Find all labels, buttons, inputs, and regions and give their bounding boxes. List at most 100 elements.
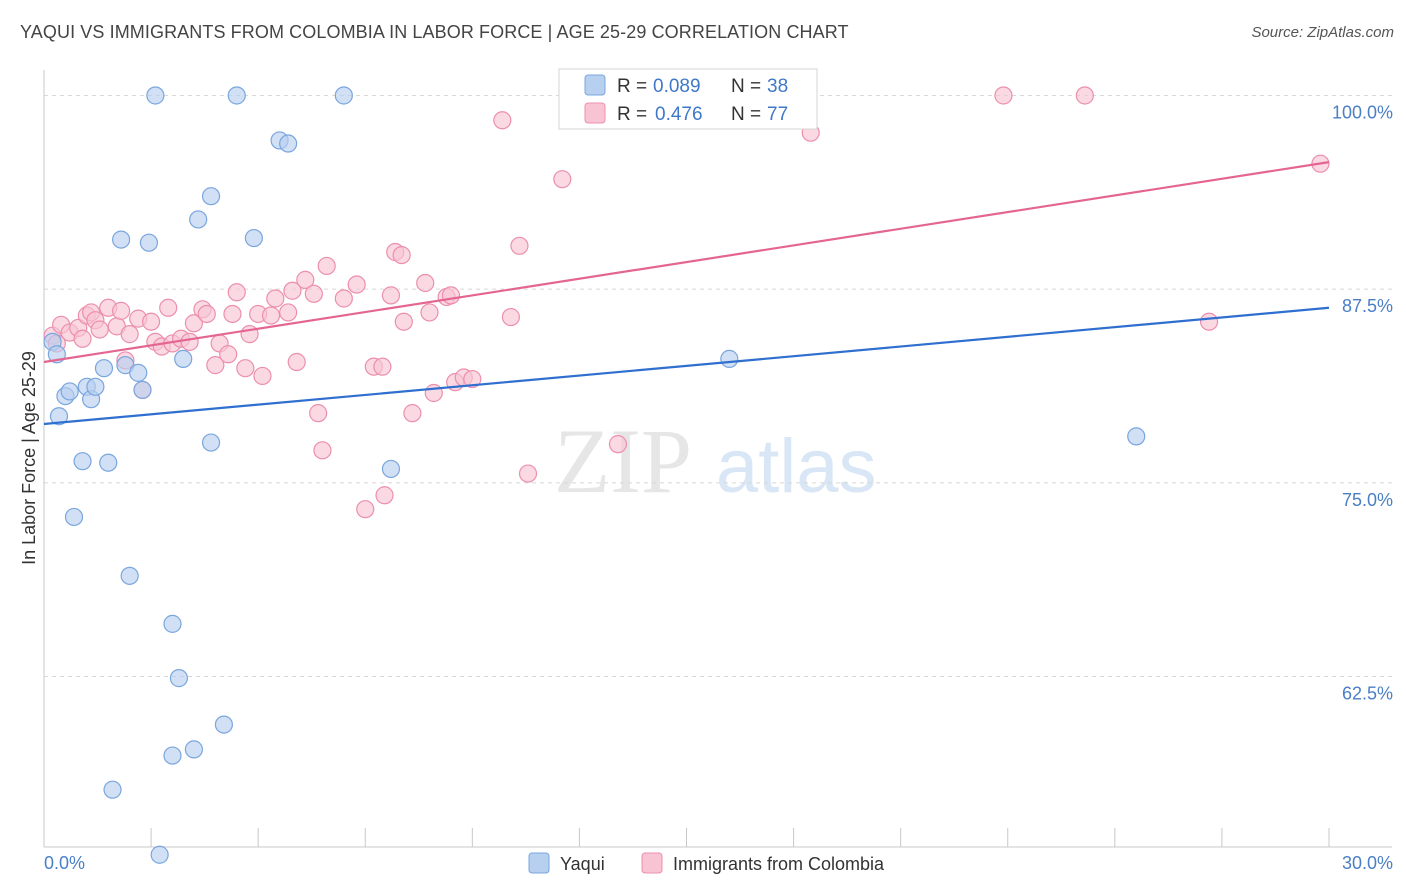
- y-tick-label: 62.5%: [1342, 684, 1393, 704]
- legend-n-value-colombia: 77: [767, 104, 788, 125]
- legend-n-label-yaqui: N =: [731, 76, 761, 97]
- x-tick-min: 0.0%: [44, 853, 85, 873]
- gridlines: [44, 94, 1392, 678]
- top-legend: R = 0.089 N = 38 R = 0.476 N = 77: [558, 68, 818, 130]
- point-colombia: [236, 359, 255, 378]
- legend-n-value-yaqui: 38: [767, 76, 788, 97]
- point-yaqui: [129, 363, 148, 382]
- y-tick-label: 75.0%: [1342, 490, 1393, 510]
- legend-swatch-colombia: [584, 102, 606, 124]
- point-yaqui: [133, 380, 152, 399]
- point-colombia: [463, 369, 482, 389]
- bottom-legend-label-yaqui: Yaqui: [560, 854, 605, 874]
- point-colombia: [416, 273, 435, 293]
- point-colombia: [1199, 312, 1219, 331]
- point-yaqui: [163, 746, 182, 765]
- point-yaqui: [120, 566, 139, 585]
- point-yaqui: [150, 845, 169, 864]
- point-yaqui: [279, 134, 298, 153]
- point-yaqui: [720, 349, 739, 369]
- point-colombia: [493, 111, 512, 130]
- chart-title: YAQUI VS IMMIGRANTS FROM COLOMBIA IN LAB…: [20, 22, 849, 42]
- point-colombia: [394, 312, 413, 331]
- y-tick-label: 100.0%: [1332, 102, 1393, 122]
- point-colombia: [373, 357, 392, 376]
- point-yaqui: [146, 86, 165, 105]
- legend-n-label-colombia: N =: [731, 104, 761, 125]
- point-yaqui: [1127, 427, 1146, 446]
- point-yaqui: [103, 780, 122, 799]
- point-yaqui: [169, 669, 189, 688]
- point-colombia: [266, 289, 285, 308]
- point-colombia: [356, 500, 375, 519]
- point-colombia: [518, 464, 538, 483]
- point-colombia: [261, 306, 281, 325]
- point-yaqui: [334, 86, 353, 105]
- svg-text:R =: R =: [617, 76, 647, 97]
- point-colombia: [313, 441, 332, 460]
- watermark-zip: ZIP: [554, 410, 692, 512]
- point-colombia: [420, 303, 439, 322]
- point-colombia: [304, 284, 323, 303]
- point-yaqui: [201, 433, 221, 452]
- point-yaqui: [60, 382, 79, 401]
- point-yaqui: [184, 740, 204, 759]
- point-colombia: [283, 281, 302, 300]
- point-colombia: [206, 356, 225, 375]
- point-colombia: [608, 435, 628, 454]
- point-colombia: [381, 286, 401, 305]
- point-colombia: [223, 304, 242, 324]
- point-colombia: [317, 256, 336, 276]
- point-colombia: [227, 283, 246, 302]
- point-colombia: [994, 86, 1013, 105]
- point-yaqui: [381, 459, 401, 479]
- source-credit: Source: ZipAtlas.com: [1251, 24, 1394, 41]
- point-colombia: [334, 289, 353, 308]
- point-colombia: [1075, 86, 1094, 105]
- point-yaqui: [201, 187, 221, 206]
- point-yaqui: [94, 359, 114, 378]
- point-colombia: [120, 325, 139, 344]
- bottom-legend-label-colombia: Immigrants from Colombia: [673, 854, 885, 874]
- x-tick-marks: [43, 828, 1330, 847]
- point-colombia: [501, 307, 520, 327]
- trend-lines: [43, 161, 1330, 426]
- point-colombia: [403, 404, 422, 423]
- point-colombia: [253, 366, 272, 386]
- point-yaqui: [189, 210, 208, 229]
- watermark-atlas: atlas: [716, 424, 877, 509]
- bottom-legend-swatch-yaqui: [528, 852, 550, 874]
- trend-line-yaqui: [43, 306, 1330, 426]
- point-yaqui: [111, 230, 131, 249]
- y-axis-label: In Labor Force | Age 25-29: [19, 351, 39, 565]
- point-yaqui: [49, 407, 69, 426]
- point-colombia: [347, 275, 366, 294]
- point-colombia: [90, 320, 109, 339]
- trend-line-colombia: [43, 161, 1330, 364]
- point-yaqui: [99, 453, 118, 472]
- point-colombia: [197, 304, 216, 324]
- point-yaqui: [244, 228, 263, 248]
- point-colombia: [309, 404, 328, 423]
- bottom-legend-swatch-colombia: [641, 852, 663, 874]
- legend-r-value-yaqui: 0.089: [653, 76, 701, 97]
- point-colombia: [73, 329, 92, 348]
- bottom-legend: Yaqui Immigrants from Colombia: [528, 852, 885, 874]
- point-colombia: [553, 170, 572, 189]
- point-colombia: [296, 270, 315, 289]
- point-colombia: [219, 345, 238, 364]
- point-yaqui: [73, 452, 92, 471]
- x-tick-max: 30.0%: [1342, 853, 1393, 873]
- legend-swatch-yaqui: [584, 74, 606, 96]
- point-yaqui: [139, 233, 159, 252]
- point-colombia: [111, 301, 131, 320]
- legend-r-label-yaqui: R =: [617, 76, 647, 97]
- point-colombia: [159, 298, 178, 317]
- y-tick-label: 87.5%: [1342, 296, 1393, 316]
- point-colombia: [424, 383, 443, 403]
- point-yaqui: [64, 507, 84, 527]
- legend-r-value-colombia: 0.476: [655, 104, 703, 125]
- point-yaqui: [86, 377, 105, 396]
- point-colombia: [510, 236, 529, 255]
- legend-r-label-colombia: R =: [617, 104, 647, 125]
